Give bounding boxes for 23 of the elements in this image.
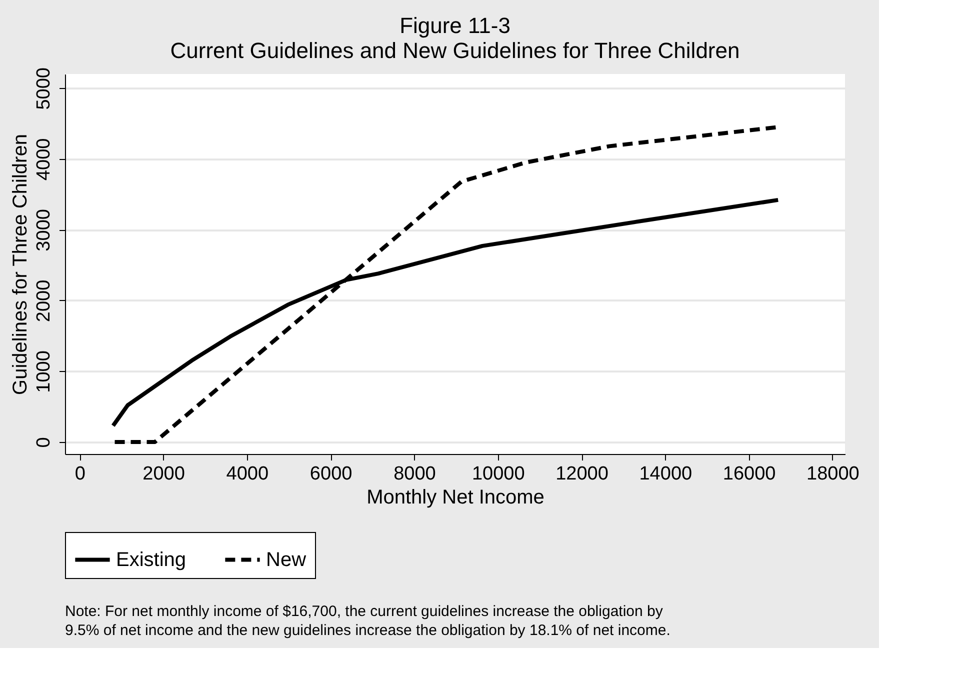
legend-label: Existing [116,548,186,571]
x-tick-label: 10000 [472,464,525,484]
y-tick-label: 4000 [34,138,54,181]
x-tick-label: 12000 [556,464,608,484]
x-axis-title: Monthly Net Income [366,486,544,508]
x-tick-label: 14000 [639,464,692,484]
text: Note: For net monthly income of $16,700, the current guidelines increase the obligation by 9.5% of net income and the new guidelines increase the obligation by 18.1% of net income. [65,603,670,639]
x-tick-label: 4000 [226,464,269,484]
y-tick-label: 3000 [34,209,54,252]
x-tick-label: 16000 [722,464,776,484]
x-tick-label: 6000 [310,464,352,484]
y-tick-label: 0 [34,437,54,448]
chart-title: Figure 11-3 [400,13,510,38]
x-tick-label: 18000 [806,464,860,484]
y-tick-label: 2000 [34,280,54,322]
chart-subtitle: Current Guidelines and New Guidelines for Three Children [170,38,740,64]
x-tick-label: 0 [74,464,86,484]
x-tick-label: 2000 [142,464,185,484]
y-tick-label: 5000 [34,68,54,110]
y-tick-label: 1000 [34,350,54,393]
y-axis-title: Guidelines for Three Children [10,134,32,395]
x-tick-label: 8000 [394,464,436,484]
legend-label: New [266,548,307,571]
